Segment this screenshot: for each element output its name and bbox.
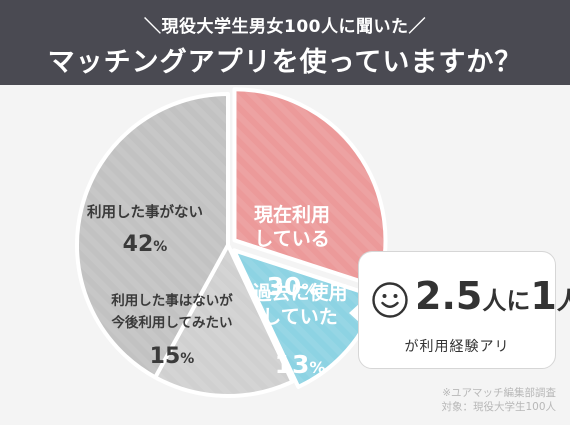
pie-slice-stripes — [77, 94, 228, 378]
slice-value-2: 15% — [150, 344, 195, 369]
pie-slice-2 — [153, 243, 295, 398]
slice-value-0: 30% — [267, 272, 318, 301]
pie-slice-stripes — [155, 245, 293, 396]
slice-label-1: 過去に使用 — [252, 281, 347, 304]
pie-slice-3 — [75, 92, 230, 380]
slice-value-1: 13% — [275, 350, 326, 379]
ratio-callout: 2.5人に1人 が利用経験アリ — [358, 251, 570, 369]
pie-slice-stripes — [234, 89, 386, 287]
chart-subtitle: ＼現役大学生男女100人に聞いた／ — [144, 17, 426, 37]
ratio-mid-text: 人に — [482, 287, 531, 315]
pie-slice-stripes — [234, 250, 378, 387]
slice-value-3: 42% — [123, 232, 168, 257]
callout-pointer — [349, 303, 360, 323]
footnote: ※ユアマッチ編集部調査 対象：現役大学生100人 — [441, 386, 556, 414]
chart-title: マッチングアプリを使っていますか？ — [47, 47, 523, 78]
slice-label-0: している — [254, 228, 329, 250]
slice-label-0: 現在利用 — [254, 203, 330, 226]
ratio-right-value: 1 — [530, 274, 557, 318]
slice-label-2: 利用した事はないが — [111, 292, 233, 309]
slice-label-3: 利用した事がない — [87, 203, 203, 221]
slice-label-1: していた — [262, 306, 337, 328]
ratio-left-value: 2.5 — [415, 274, 483, 318]
smiley-face-icon — [372, 282, 408, 318]
footnote-source: ※ユアマッチ編集部調査 — [442, 387, 556, 399]
ratio-text: 2.5人に1人 — [415, 274, 570, 318]
footnote-target: 対象：現役大学生100人 — [441, 401, 556, 413]
slice-label-2: 今後利用してみたい — [111, 314, 232, 331]
ratio-end-text: 人 — [556, 287, 570, 315]
callout-caption: が利用経験アリ — [404, 339, 510, 355]
header-banner: ＼現役大学生男女100人に聞いた／ マッチングアプリを使っていますか？ — [0, 0, 570, 85]
